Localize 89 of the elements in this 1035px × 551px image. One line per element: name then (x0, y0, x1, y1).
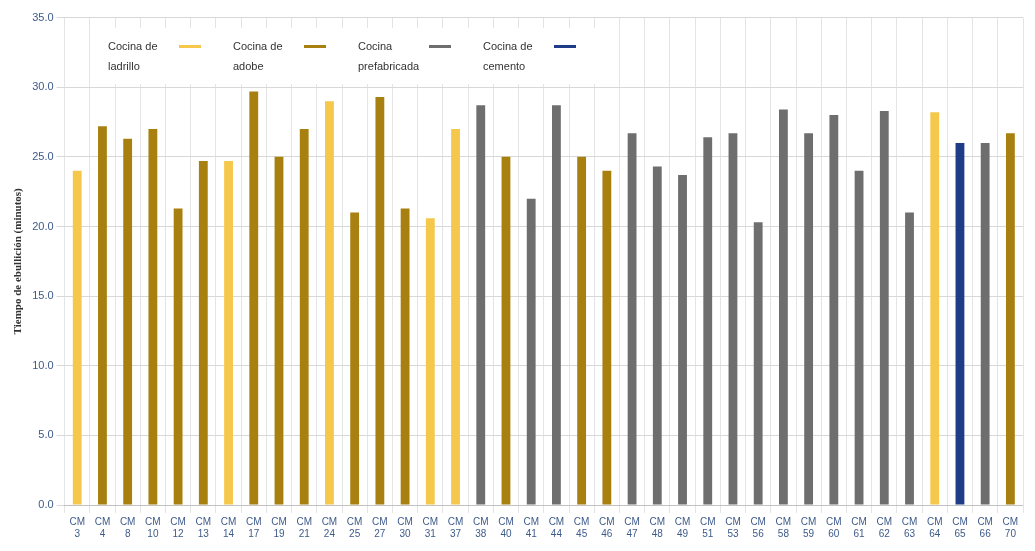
bar (526, 198, 536, 505)
x-tick-label: CM 66 (977, 515, 993, 539)
x-tick-label: CM 25 (346, 515, 363, 539)
x-tick-label: CM 30 (397, 515, 413, 539)
y-tick-label: 10.0 (32, 358, 54, 371)
bar (350, 212, 360, 505)
x-tick-label: CM 3 (69, 515, 85, 539)
bar (728, 133, 738, 505)
bar (804, 133, 814, 505)
bar (980, 142, 990, 505)
x-tick-label: CM 47 (624, 515, 640, 539)
x-tick-label: CM 31 (422, 515, 439, 539)
x-tick-label: CM 14 (220, 515, 237, 539)
bar (299, 129, 309, 505)
bar (98, 126, 107, 505)
x-tick-label: CM 56 (750, 515, 766, 539)
x-tick-label: CM 65 (952, 515, 968, 539)
x-tick-label: CM 53 (725, 515, 741, 539)
bar (72, 170, 82, 505)
bar (930, 112, 940, 505)
x-tick-label: CM 51 (699, 515, 716, 539)
x-tick-label: CM 38 (472, 515, 489, 539)
bar (678, 174, 687, 505)
x-tick-label: CM 37 (447, 515, 464, 539)
y-axis-title: Tiempo de ebullición (minutos) (11, 187, 25, 335)
bar (425, 218, 435, 505)
x-tick-label: CM 60 (826, 515, 842, 539)
bar (123, 138, 133, 505)
bar (325, 101, 334, 505)
x-tick-label: CM 58 (775, 515, 792, 539)
x-tick-label: CM 27 (372, 515, 388, 539)
bar (829, 115, 839, 505)
legend-label: Cocina de adobe (233, 39, 284, 74)
x-tick-label: CM 12 (170, 515, 186, 539)
x-tick-label: CM 48 (649, 515, 666, 539)
x-tick-label: CM 10 (145, 515, 161, 539)
x-tick-label: CM 59 (800, 515, 817, 539)
bar (879, 110, 889, 505)
bar (274, 156, 284, 505)
bar (577, 156, 587, 505)
bar (602, 170, 612, 505)
y-tick-label: 25.0 (32, 149, 54, 162)
x-tick-label: CM 21 (296, 515, 312, 539)
y-tick-label: 20.0 (32, 219, 54, 232)
x-tick-label: CM 44 (548, 515, 565, 539)
x-tick-label: CM 63 (901, 515, 918, 539)
x-tick-label: CM 64 (926, 515, 943, 539)
bar (1005, 133, 1015, 505)
bar (854, 170, 864, 505)
x-tick-label: CM 24 (321, 515, 338, 539)
x-tick-label: CM 17 (245, 515, 262, 539)
x-tick-label: CM 45 (573, 515, 590, 539)
bar (173, 208, 183, 505)
bar (955, 142, 965, 505)
bar (198, 161, 208, 505)
x-tick-label: CM 46 (599, 515, 615, 539)
y-tick-label: 15.0 (32, 289, 54, 302)
y-tick-label: 5.0 (38, 428, 54, 441)
bar (224, 161, 233, 505)
y-tick-label: 30.0 (32, 80, 54, 93)
x-tick-label: CM 41 (523, 515, 539, 539)
bar (249, 91, 259, 505)
bar (476, 105, 486, 505)
y-tick-label: 35.0 (32, 10, 54, 23)
legend-label: Cocina de cemento (483, 39, 534, 74)
x-tick-label: CM 8 (119, 515, 136, 539)
bar (501, 156, 511, 505)
x-tick-label: CM 4 (94, 515, 111, 539)
bar (778, 109, 788, 505)
bar (451, 129, 460, 505)
bar (905, 212, 914, 505)
x-tick-label: CM 19 (271, 515, 287, 539)
bar (552, 105, 561, 505)
bar (652, 166, 662, 505)
bar (703, 137, 713, 505)
x-tick-label: CM 40 (498, 515, 514, 539)
bar (400, 208, 410, 505)
legend-label: Cocina de ladrillo (108, 39, 159, 74)
x-tick-label: CM 62 (876, 515, 893, 539)
x-tick-label: CM 49 (674, 515, 691, 539)
bar (375, 96, 385, 505)
bar (753, 222, 763, 505)
y-tick-label: 0.0 (38, 498, 54, 511)
bar (627, 133, 637, 505)
x-tick-label: CM 13 (195, 515, 212, 539)
legend-label: Cocina prefabricada (358, 39, 421, 74)
bar (148, 129, 158, 505)
x-tick-label: CM 70 (1002, 515, 1019, 539)
x-tick-label: CM 61 (851, 515, 867, 539)
